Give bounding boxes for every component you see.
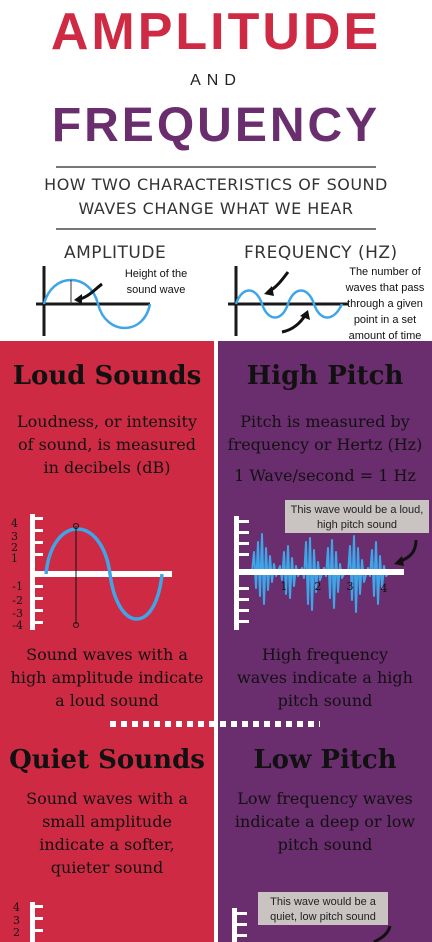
loud-tick-1: 1 [11,552,18,565]
amplitude-label: AMPLITUDE [64,243,167,263]
frequency-note: The number of waves that pass through a … [344,264,426,344]
high-caption-line-3: pitch sound [277,691,373,710]
amplitude-note-line-1: Height of the [124,268,188,280]
quiet-sounds-heading: Quiet Sounds [9,745,205,775]
loud-tick-neg2: -2 [12,594,23,607]
frequency-note-line-3: through a given [347,298,423,310]
loud-caption-line-3: a loud sound [55,691,159,710]
low-pitch-callout: This wave would be a quiet, low pitch so… [258,892,388,925]
high-pitch-text: Pitch is measured by frequency or Hertz … [218,410,432,487]
pitch-panel [218,341,432,942]
quiet-text-line-4: quieter sound [50,858,164,877]
bottom-rule [56,228,376,230]
amplitude-note: Height of the sound wave [116,266,196,298]
high-x-axis [234,569,404,575]
loud-text-line-3: in decibels (dB) [43,458,171,477]
loud-text-line-1: Loudness, or intensity [17,412,197,431]
quiet-tick-4: 4 [13,901,20,914]
high-callout-line-2: high pitch sound [316,519,398,531]
low-pitch-text: Low frequency waves indicate a deep or l… [218,787,432,856]
high-pitch-heading: High Pitch [246,361,404,391]
loud-sounds-heading: Loud Sounds [12,361,202,391]
high-callout-line-1: This wave would be a loud, [290,504,424,516]
loud-x-axis [30,571,172,577]
high-text-line-1: Pitch is measured by [240,412,410,431]
subtitle-line-2: WAVES CHANGE WHAT WE HEAR [78,199,354,218]
high-x-tick-4: 4 [381,582,388,595]
loud-y-ticks [35,517,43,624]
loud-tick-3: 3 [11,530,18,543]
high-y-ticks [239,520,249,623]
high-x-tick-2: 2 [315,580,322,593]
low-text-line-1: Low frequency waves [237,789,413,808]
low-pitch-heading: Low Pitch [253,745,397,775]
frequency-note-line-2: waves that pass [345,282,425,294]
frequency-arrowhead-top-icon [264,286,274,296]
loud-tick-2: 2 [11,541,18,554]
quiet-sounds-text: Sound waves with a small amplitude indic… [0,787,214,879]
subtitle: HOW TWO CHARACTERISTICS OF SOUND WAVES C… [40,173,392,221]
high-pitch-caption: High frequency waves indicate a high pit… [218,643,432,712]
loud-tick-neg4: -4 [12,619,23,632]
loud-wave [44,527,164,621]
loud-caption-line-1: Sound waves with a [26,645,188,664]
high-x-tick-1: 1 [281,580,288,593]
high-text-line-2: frequency or Hertz (Hz) [227,435,423,454]
loud-peak-marker [73,523,79,529]
loud-sounds-caption: Sound waves with a high amplitude indica… [0,643,214,712]
low-text-line-3: pitch sound [277,835,373,854]
loud-trough-marker [73,622,79,628]
quiet-tick-2: 2 [13,926,20,939]
amplitude-wave [42,278,152,330]
quiet-y-axis [30,902,35,942]
title-and: AND [190,72,242,89]
quiet-text-line-3: indicate a softer, [39,835,175,854]
top-rule [56,166,376,168]
frequency-note-line-1: The number of [349,266,421,278]
loud-sounds-text: Loudness, or intensity of sound, is meas… [0,410,214,479]
frequency-note-line-5: amount of time [348,330,422,342]
low-y-axis [232,908,237,942]
loud-wave-chart: 4 3 2 1 -1 -2 -3 -4 [11,514,172,632]
frequency-wave [234,289,344,319]
panel-divider [214,341,218,942]
loud-tick-neg3: -3 [12,607,23,620]
frequency-note-line-4: point in a set [353,314,417,326]
frequency-diagram [228,266,348,336]
loud-text-line-2: of sound, is measured [18,435,196,454]
quiet-text-line-1: Sound waves with a [26,789,188,808]
high-pitch-callout: This wave would be a loud, high pitch so… [285,500,429,533]
quiet-y-ticks [35,905,43,932]
loud-tick-4: 4 [11,517,18,530]
high-wave-chart: 1 2 3 4 [234,516,418,630]
frequency-label: FREQUENCY (HZ) [244,243,398,263]
low-callout-line-2: quiet, low pitch sound [270,911,376,923]
hertz-formula: 1 Wave/second = 1 Hz [234,466,416,485]
low-callout-arrow-icon [373,925,392,942]
low-y-ticks [237,912,247,937]
high-caption-line-1: High frequency [261,645,389,664]
low-wave-chart [232,908,392,942]
high-caption-line-2: waves indicate a high [237,668,413,687]
title-frequency: FREQUENCY [51,99,381,152]
title-amplitude: AMPLITUDE [50,3,382,61]
quiet-tick-3: 3 [13,914,20,927]
low-callout-line-1: This wave would be a [270,896,376,908]
amplitude-note-line-2: sound wave [126,284,186,296]
frequency-arrowhead-bottom-icon [300,310,310,320]
high-callout-arrowhead-icon [394,556,404,566]
section-separator [110,721,320,727]
high-x-tick-3: 3 [347,580,354,593]
low-text-line-2: indicate a deep or low [234,812,416,831]
quiet-text-line-2: small amplitude [42,812,172,831]
loud-quiet-panel [0,341,214,942]
loud-tick-neg1: -1 [12,580,23,593]
amplitude-arrowhead-icon [74,294,82,304]
subtitle-line-1: HOW TWO CHARACTERISTICS OF SOUND [44,175,388,194]
loud-caption-line-2: high amplitude indicate [10,668,204,687]
quiet-wave-chart: 4 3 2 [13,901,43,942]
amplitude-diagram [36,266,152,336]
